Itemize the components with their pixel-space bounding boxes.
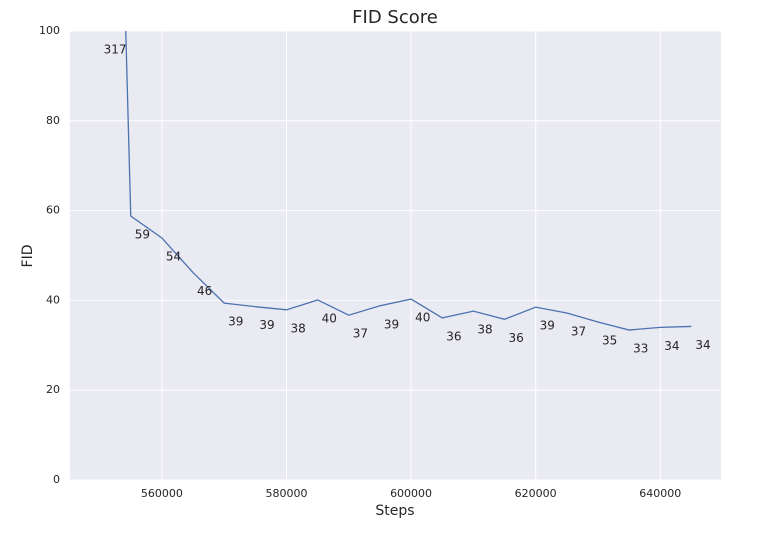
data-label: 34	[695, 338, 710, 352]
data-label: 39	[384, 317, 399, 331]
data-label: 37	[571, 324, 586, 338]
x-tick-label: 640000	[639, 487, 681, 500]
data-label: 36	[446, 329, 461, 343]
y-tick-label: 40	[46, 293, 60, 306]
data-label: 39	[259, 318, 274, 332]
y-axis-label: FID	[20, 245, 36, 268]
data-label: 59	[135, 227, 150, 241]
y-tick-label: 60	[46, 204, 60, 217]
line	[125, 31, 692, 331]
data-label: 39	[540, 319, 555, 333]
data-label: 46	[197, 284, 212, 298]
x-tick-label: 560000	[141, 487, 183, 500]
x-axis-label: Steps	[375, 503, 414, 519]
data-label: 35	[602, 333, 617, 347]
data-label: 39	[228, 315, 243, 329]
x-tick-label: 600000	[390, 487, 432, 500]
y-tick-label: 20	[46, 383, 60, 396]
grid	[70, 30, 721, 481]
y-tick-label: 0	[53, 473, 60, 486]
y-tick-label: 100	[39, 24, 60, 37]
data-label: 33	[633, 342, 648, 356]
data-label: 40	[322, 311, 337, 325]
x-tick-label: 620000	[515, 487, 557, 500]
data-label: 36	[509, 331, 524, 345]
data-label: 54	[166, 249, 181, 263]
data-label: 38	[477, 323, 492, 337]
x-tick-label: 580000	[265, 487, 307, 500]
y-tick-label: 80	[46, 114, 60, 127]
data-label: 38	[290, 321, 305, 335]
data-label: 37	[353, 327, 368, 341]
data-label: 40	[415, 311, 430, 325]
data-label: 317	[104, 43, 127, 57]
data-label: 34	[664, 339, 679, 353]
chart-title: FID Score	[352, 7, 438, 28]
